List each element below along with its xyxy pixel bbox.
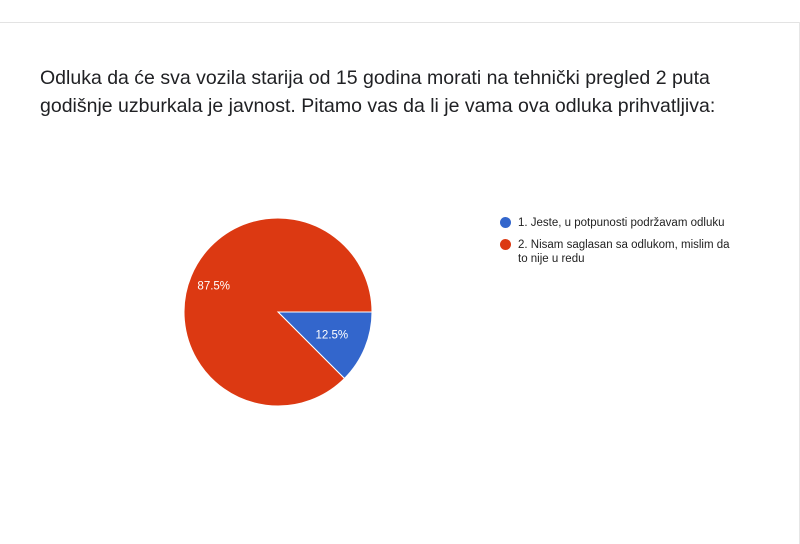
legend-swatch-jeste (500, 217, 511, 228)
legend-label-jeste: 1. Jeste, u potpunosti podržavam odluku (518, 217, 725, 229)
legend-swatch-nisam (500, 239, 511, 250)
pie-slice-label-2: 87.5% (197, 280, 230, 292)
pie-slice-1 (276, 311, 373, 380)
legend-item-nisam: 2. Nisam saglasan sa odlukom, mislim da … (500, 238, 730, 266)
pie-slice-2 (183, 217, 373, 407)
pie-slice-label-1: 12.5% (316, 329, 349, 341)
question-title: Odluka da će sva vozila starija od 15 go… (40, 67, 716, 117)
legend-label-nisam: 2. Nisam saglasan sa odlukom, mislim da … (518, 239, 730, 265)
top-bar (0, 0, 800, 23)
pie-slices (183, 217, 373, 407)
chart-legend: 1. Jeste, u potpunosti podržavam odluku … (500, 216, 730, 274)
pie-labels: 12.5% 87.5% (197, 280, 348, 341)
legend-item-jeste: 1. Jeste, u potpunosti podržavam odluku (500, 216, 730, 230)
